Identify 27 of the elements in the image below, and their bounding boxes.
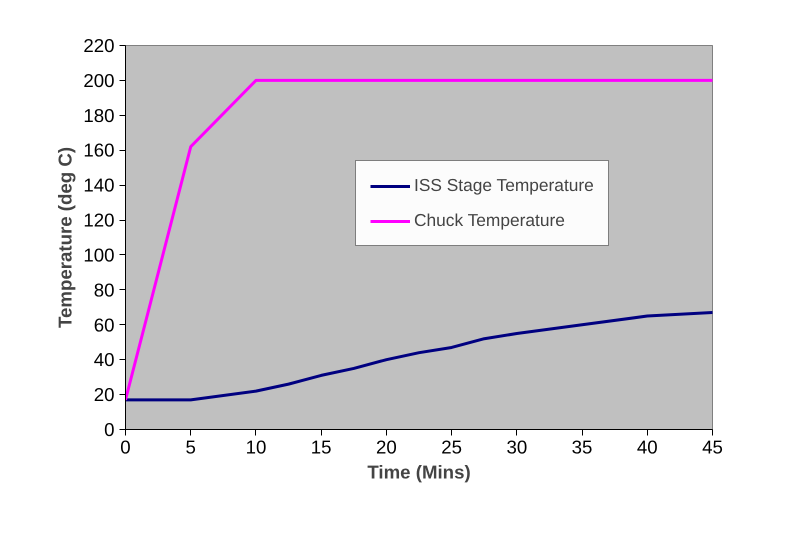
y-tick-label: 20 — [94, 384, 115, 406]
line-series — [126, 311, 712, 402]
y-tick-label: 80 — [94, 279, 115, 300]
x-tick-label: 45 — [702, 436, 723, 458]
y-tick-label: 40 — [94, 349, 115, 370]
y-tick-label: 120 — [83, 210, 115, 231]
y-tick-label: 60 — [94, 314, 115, 336]
x-tick-label: 35 — [572, 436, 592, 458]
y-tick-label: 200 — [83, 70, 115, 91]
x-axis-title: Time (Mins) — [367, 462, 471, 482]
legend-label: Chuck Temperature — [414, 210, 565, 231]
y-tick-label: 0 — [104, 419, 115, 440]
x-tick-label: 20 — [376, 436, 397, 458]
x-tick-label: 5 — [186, 436, 196, 458]
y-tick-label: 220 — [83, 35, 115, 56]
x-tick-label: 15 — [310, 436, 332, 458]
x-tick-label: 30 — [506, 436, 528, 458]
y-axis-title: Temperature (deg C) — [54, 146, 76, 328]
legend-label: ISS Stage Temperature — [414, 175, 594, 196]
x-tick-label: 0 — [120, 436, 131, 458]
y-tick-label: 160 — [83, 140, 115, 161]
x-tick-label: 25 — [441, 436, 462, 458]
y-tick-label: 180 — [83, 104, 115, 126]
y-tick-label: 100 — [83, 244, 115, 266]
y-tick-label: 140 — [83, 174, 115, 196]
x-tick-label: 10 — [246, 436, 266, 458]
x-tick-label: 40 — [636, 436, 658, 458]
